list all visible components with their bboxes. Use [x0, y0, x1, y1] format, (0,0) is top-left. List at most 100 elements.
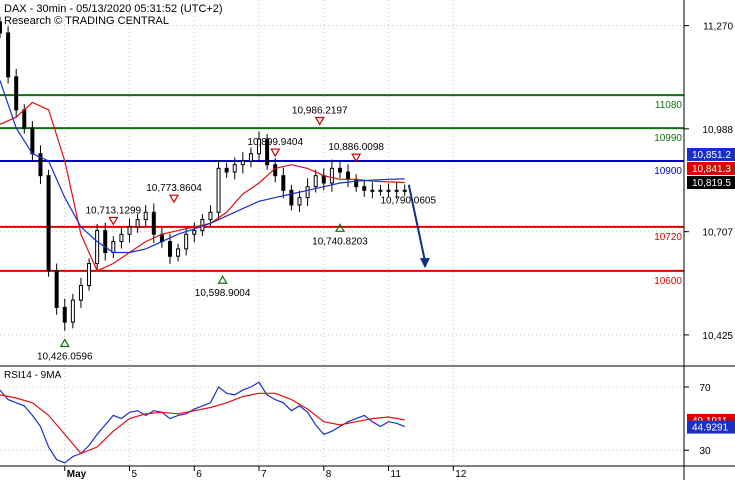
candle-body [346, 171, 351, 180]
ma-red-line [0, 101, 405, 272]
candle-body [224, 167, 229, 173]
x-tick-label: 7 [261, 469, 267, 480]
moving-averages-group [0, 80, 405, 272]
candle-body [273, 164, 278, 177]
level-annotation: 10,790.0605 [380, 195, 436, 206]
level-label: 10720 [654, 232, 682, 243]
low-label: 10,740.8203 [312, 236, 368, 247]
high-label: 10,899.9404 [247, 137, 303, 148]
candle-body [216, 167, 221, 213]
candle-body [370, 189, 375, 192]
candles-group [0, 16, 407, 331]
price-tag [687, 148, 735, 161]
candle-body [208, 211, 213, 221]
candle-body [103, 230, 108, 254]
x-tick-label: May [67, 469, 87, 480]
candle-body [329, 167, 334, 184]
low-label: 10,426.0596 [37, 352, 93, 363]
candle-body [111, 241, 116, 254]
price-tag-label: 10,819.5 [692, 178, 731, 189]
candle-body [192, 230, 197, 235]
rsi-tick-label: 70 [699, 383, 711, 394]
candle-body [265, 138, 270, 166]
x-tick-label: 12 [455, 469, 467, 480]
rsi-title: RSI14 - 9MA [4, 370, 62, 381]
candle-body [321, 175, 326, 184]
high-label: 10,986.2197 [292, 105, 348, 116]
high-marker [351, 153, 362, 163]
levels-group: 11080 10990 10900 10720 10600 [0, 94, 684, 287]
candle-body [305, 186, 310, 199]
candle-body [62, 306, 67, 323]
high-marker [314, 116, 325, 126]
price-tag [687, 162, 735, 175]
candle-body [135, 219, 140, 228]
low-marker [59, 338, 70, 348]
y-tick-label: 11,270 [703, 22, 733, 33]
level-label: 10600 [654, 276, 682, 287]
forecast-arrow-head [419, 258, 430, 269]
forecast-arrow-shaft [407, 184, 426, 262]
level-label: 10990 [654, 133, 682, 144]
candle-body [337, 167, 342, 173]
candle-body [386, 189, 391, 192]
x-tick-label: 5 [132, 469, 138, 480]
candle-body [119, 233, 124, 243]
price-tag-label: 10,841.3 [692, 164, 731, 175]
price-tag-label: 10,851.2 [692, 150, 731, 161]
price-tag [687, 176, 735, 189]
candle-body [87, 263, 92, 286]
candle-body [22, 109, 27, 129]
candle-body [6, 32, 11, 78]
candle-body [281, 175, 286, 191]
rsi-value-tag [687, 420, 735, 434]
candle-body [30, 127, 35, 155]
x-tick-label: 6 [196, 469, 202, 480]
rsi-ma-line [0, 392, 405, 455]
chart-subtitle: Research © TRADING CENTRAL [4, 15, 169, 27]
candle-body [167, 241, 172, 257]
candle-body [362, 186, 367, 191]
candle-body [257, 138, 262, 155]
candle-body [248, 153, 253, 162]
candle-body [78, 284, 83, 301]
candle-body [95, 230, 100, 265]
x-tick-label: 8 [326, 469, 332, 480]
ma-blue-line [0, 80, 405, 254]
high-label: 10,773.8604 [146, 183, 202, 194]
high-marker [108, 216, 119, 226]
candle-body [127, 226, 132, 235]
candle-body [313, 175, 318, 188]
x-tick-label: 11 [391, 469, 402, 480]
candle-body [289, 189, 294, 206]
candle-body [402, 189, 407, 192]
candle-body [151, 211, 156, 235]
rsi-line [0, 381, 405, 464]
candle-body [70, 299, 75, 323]
candle-body [394, 189, 399, 192]
high-label: 10,886.0098 [328, 142, 384, 153]
candle-body [354, 178, 359, 188]
low-marker [217, 275, 228, 284]
candle-body [378, 189, 383, 192]
high-marker [169, 194, 180, 204]
candle-body [54, 270, 59, 308]
y-tick-label: 10,707 [702, 228, 733, 239]
level-label: 10900 [654, 166, 682, 177]
y-tick-label: 10,988 [702, 125, 733, 136]
candle-body [38, 153, 43, 177]
y-tick-label: 10,425 [702, 331, 733, 342]
candle-body [176, 248, 181, 257]
candle-body [297, 197, 302, 206]
low-marker [334, 223, 346, 232]
high-marker [270, 148, 281, 158]
chart-title: DAX - 30min - 05/13/2020 05:31:52 (UTC+2… [4, 3, 223, 15]
candle-body [240, 160, 245, 166]
candle-body [14, 76, 19, 111]
high-label: 10,713.1299 [86, 205, 142, 216]
annotations-group: 10,986.2197 10,899.9404 10,886.0098 10,773.… [37, 105, 437, 362]
low-label: 10,598.9004 [195, 288, 251, 299]
